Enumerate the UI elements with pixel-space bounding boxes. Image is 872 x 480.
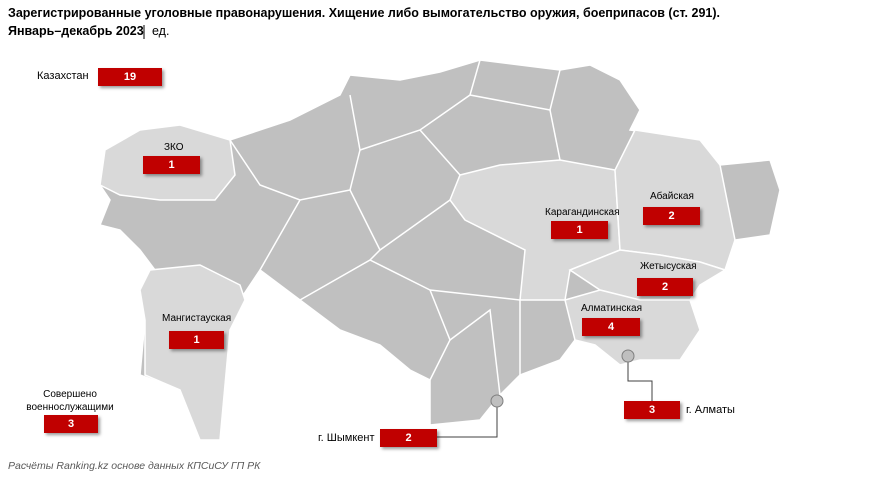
label: Жетысуская	[640, 261, 697, 272]
label: Карагандинская	[545, 207, 620, 218]
label: ЗКО	[164, 142, 184, 153]
label: Алматинская	[581, 303, 642, 314]
badge: 1	[169, 331, 224, 349]
badge: 3	[44, 415, 98, 433]
region-shape	[449, 159, 621, 301]
city-marker	[621, 349, 635, 363]
period: Январь–декабрь 2023	[8, 24, 144, 38]
badge: 3	[624, 401, 680, 419]
title: Зарегистрированные уголовные правонаруше…	[8, 6, 720, 20]
source: Расчёты Ranking.kz основе данных КПСиСУ …	[8, 460, 261, 472]
badge: 1	[143, 156, 200, 174]
unit: ед.	[152, 24, 170, 38]
leader-line	[437, 357, 653, 438]
badge: 2	[380, 429, 437, 447]
label: Совершено военнослужащими	[26, 389, 114, 413]
label: Абайская	[650, 191, 694, 202]
region-shape	[139, 264, 246, 441]
badge: 19	[98, 68, 162, 86]
label: Мангистауская	[162, 313, 232, 324]
label: Казахстан	[37, 70, 89, 82]
region-borders	[229, 59, 561, 396]
badge: 1	[551, 221, 608, 239]
city-marker	[490, 394, 504, 408]
label: г. Алматы	[686, 404, 735, 416]
badge: 4	[582, 318, 640, 336]
badge: 2	[643, 207, 700, 225]
label: г. Шымкент	[318, 432, 375, 444]
badge: 2	[637, 278, 693, 296]
